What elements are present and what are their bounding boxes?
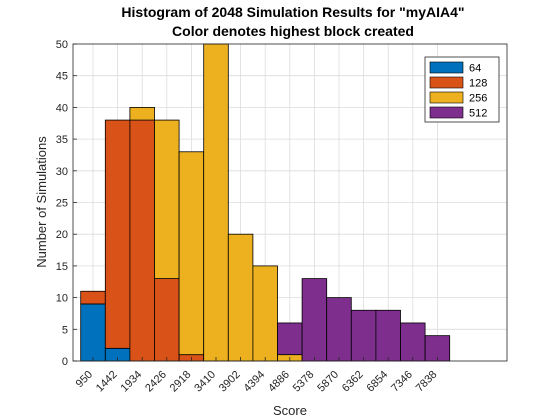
x-axis-label: Score (273, 403, 307, 418)
legend-swatch-512 (429, 106, 464, 119)
bar-128-1934 (129, 119, 155, 362)
bar-512-7838 (424, 335, 451, 362)
y-axis-ticks: 0 5 10 15 20 25 30 35 40 45 50 (56, 39, 77, 368)
y-tick-label: 20 (56, 229, 68, 241)
bars (80, 43, 451, 362)
bar-128-2426 (154, 278, 180, 362)
x-tick-label: 6362 (340, 369, 366, 395)
bar-256-1934 (129, 107, 155, 121)
x-tick-label: 1442 (94, 369, 120, 395)
y-tick-label: 5 (62, 324, 68, 336)
x-axis-ticks: 9501442193424262918341039024394488653785… (74, 357, 440, 394)
y-tick-label: 35 (56, 134, 68, 146)
bar-64-950 (80, 303, 106, 362)
legend-label-256: 256 (469, 93, 487, 105)
legend-swatch-64 (429, 61, 464, 74)
x-tick-label: 5870 (315, 369, 341, 395)
x-tick-label: 3902 (217, 369, 243, 395)
legend-label-128: 128 (469, 78, 487, 90)
chart-title-line-2: Color denotes highest block created (172, 23, 414, 39)
bar-512-5870 (326, 297, 352, 362)
x-tick-label: 1934 (119, 369, 145, 395)
chart-title-line-1: Histogram of 2048 Simulation Results for… (121, 4, 464, 20)
y-axis-label: Number of Simulations (34, 136, 49, 268)
bar-512-6362 (350, 309, 377, 362)
y-tick-label: 40 (56, 102, 68, 114)
x-tick-label: 2918 (168, 369, 194, 395)
x-tick-label: 6854 (365, 369, 391, 395)
y-tick-label: 25 (56, 198, 68, 210)
y-tick-label: 50 (56, 39, 68, 51)
y-tick-label: 10 (56, 293, 68, 305)
bar-512-7346 (400, 322, 426, 362)
bar-128-950 (80, 290, 106, 305)
x-tick-label: 2426 (143, 369, 169, 395)
legend: 64 128 256 512 (424, 56, 500, 123)
legend-swatch-256 (429, 91, 464, 104)
y-tick-label: 15 (56, 261, 68, 273)
bar-256-3410 (203, 43, 229, 362)
bar-512-6854 (375, 309, 401, 362)
bar-256-2426 (154, 119, 180, 279)
y-tick-label: 30 (56, 166, 68, 178)
legend-label-64: 64 (469, 63, 481, 75)
x-tick-label: 7346 (389, 369, 415, 395)
x-tick-label: 3410 (192, 369, 218, 395)
bar-256-2918 (178, 151, 205, 356)
x-tick-label: 4886 (266, 369, 292, 395)
bar-128-1442 (104, 119, 131, 349)
x-tick-label: 950 (74, 369, 95, 390)
x-tick-label: 7838 (414, 369, 440, 395)
y-tick-label: 45 (56, 71, 68, 83)
legend-swatch-128 (429, 76, 464, 89)
bar-512-4886 (277, 322, 303, 356)
legend-label-512: 512 (469, 108, 487, 120)
x-tick-label: 4394 (242, 369, 268, 395)
y-tick-label: 0 (62, 356, 68, 368)
bar-256-3902 (227, 233, 254, 362)
x-tick-label: 5378 (291, 369, 317, 395)
bar-512-5378 (301, 278, 328, 362)
bar-256-4394 (252, 265, 278, 362)
